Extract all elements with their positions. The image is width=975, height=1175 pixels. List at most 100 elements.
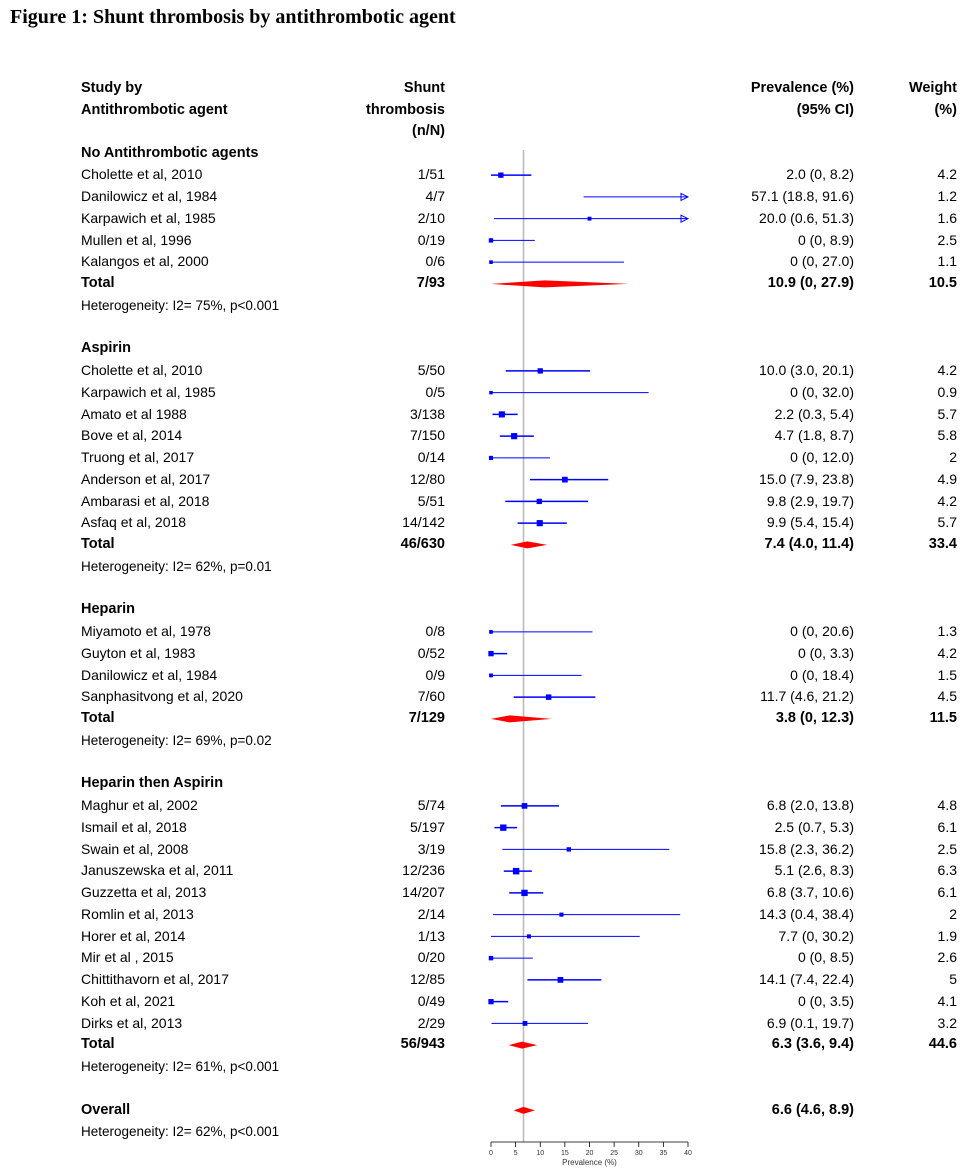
study-label: Romlin et al, 2013	[81, 905, 194, 922]
study-label: Ismail et al, 2018	[81, 818, 187, 835]
overall-row: Overall 6.6 (4.6, 8.9)	[0, 1100, 975, 1122]
events-count: 5/197	[409, 818, 445, 835]
prevalence-ci: 0 (0, 8.5)	[797, 949, 854, 966]
prevalence-ci: 2.2 (0.3, 5.4)	[774, 405, 854, 422]
events-count: 7/60	[417, 688, 445, 705]
weight-value: 11.5	[929, 710, 957, 726]
heterogeneity-text: Heterogeneity: I2= 62%, p=0.01	[81, 558, 272, 574]
events-count: 0/5	[425, 383, 445, 400]
events-count: 1/13	[417, 927, 445, 944]
events-count: 0/14	[417, 449, 445, 465]
events-count: 4/7	[425, 188, 445, 204]
header-n-line-1: Shunt	[403, 80, 445, 96]
study-row: Januszewska et al, 2011 12/236 5.1 (2.6, 8…	[0, 860, 975, 882]
study-row: Sanphasitvong et al, 2020 7/60 11.7 (4.6, …	[0, 686, 975, 708]
prevalence-ci: 57.1 (18.8, 91.6)	[751, 188, 854, 204]
study-row: Danilowicz et al, 1984 0/9 0 (0, 18.4) 1.5	[0, 665, 975, 687]
study-row: Cholette et al, 2010 5/50 10.0 (3.0, 20.1)…	[0, 360, 975, 382]
prevalence-ci: 15.0 (7.9, 23.8)	[759, 470, 854, 487]
events-count: 7/129	[408, 710, 445, 726]
x-tick-label: 0	[489, 1150, 493, 1157]
weight-value: 1.1	[937, 253, 957, 270]
events-count: 46/630	[400, 536, 445, 552]
events-count: 0/19	[417, 231, 445, 248]
weight-value: 3.2	[937, 1014, 957, 1031]
header-n-line-3: (n/N)	[411, 123, 445, 139]
prevalence-ci: 9.9 (5.4, 15.4)	[766, 514, 854, 531]
header-study-line-2: Antithrombotic agent	[81, 101, 228, 118]
study-label: Total	[81, 536, 115, 552]
prevalence-ci: 0 (0, 12.0)	[790, 449, 854, 465]
study-label: Kalangos et al, 2000	[81, 253, 209, 270]
events-count: 7/93	[416, 275, 445, 291]
events-count: 12/236	[402, 862, 445, 879]
weight-value: 4.5	[937, 688, 957, 705]
total-row: Total 7/93 10.9 (0, 27.9) 10.5	[0, 273, 975, 295]
weight-value: 2.6	[937, 949, 957, 966]
weight-value: 4.2	[937, 362, 957, 378]
study-row: Ismail et al, 2018 5/197 2.5 (0.7, 5.3) 6.1	[0, 817, 975, 839]
group-heading: Heparin	[81, 601, 135, 618]
group-row: Heparin then Aspirin	[0, 773, 975, 795]
group-row: No Antithrombotic agents	[0, 143, 975, 165]
study-row: Guyton et al, 1983 0/52 0 (0, 3.3) 4.2	[0, 643, 975, 665]
study-row: Asfaq et al, 2018 14/142 9.9 (5.4, 15.4) 5.…	[0, 512, 975, 534]
events-count: 2/14	[417, 905, 445, 922]
weight-value: 2	[949, 449, 957, 465]
study-label: Swain et al, 2008	[81, 840, 189, 857]
events-count: 0/8	[425, 623, 445, 639]
group-heading: Aspirin	[81, 340, 131, 357]
x-tick-label: 35	[659, 1150, 667, 1157]
events-count: 12/80	[409, 470, 445, 487]
weight-value: 5.7	[937, 514, 957, 531]
prevalence-ci: 7.7 (0, 30.2)	[778, 927, 855, 944]
prevalence-ci: 6.9 (0.1, 19.7)	[766, 1014, 854, 1031]
heterogeneity-text: Heterogeneity: I2= 62%, p<0.001	[81, 1124, 280, 1140]
events-count: 7/150	[409, 427, 445, 444]
study-label: Amato et al 1988	[81, 405, 187, 422]
study-row: Chittithavorn et al, 2017 12/85 14.1 (7.4,…	[0, 969, 975, 991]
x-tick-label: 10	[536, 1150, 544, 1157]
study-label: Miyamoto et al, 1978	[81, 623, 211, 639]
x-tick-label: 20	[586, 1150, 594, 1157]
study-row: Truong et al, 2017 0/14 0 (0, 12.0) 2	[0, 447, 975, 469]
weight-value: 6.1	[937, 884, 957, 900]
weight-value: 6.1	[937, 818, 957, 835]
prevalence-ci: 0 (0, 27.0)	[790, 253, 854, 270]
prevalence-ci: 3.8 (0, 12.3)	[775, 710, 854, 726]
events-count: 1/51	[417, 166, 445, 183]
study-row: Horer et al, 2014 1/13 7.7 (0, 30.2) 1.9	[0, 926, 975, 948]
prevalence-ci: 6.8 (2.0, 13.8)	[766, 797, 854, 813]
study-label: Horer et al, 2014	[81, 927, 186, 944]
study-label: Chittithavorn et al, 2017	[81, 971, 229, 987]
weight-value: 5	[949, 971, 957, 987]
header-study: Study by Antithrombotic agent	[81, 78, 228, 121]
header-weight-line-2: (%)	[934, 101, 957, 118]
study-row: Karpawich et al, 1985 0/5 0 (0, 32.0) 0.9	[0, 382, 975, 404]
study-label: Koh et al, 2021	[81, 992, 176, 1009]
events-count: 12/85	[409, 971, 445, 987]
group-heading: No Antithrombotic agents	[81, 144, 259, 161]
study-label: Dirks et al, 2013	[81, 1014, 183, 1031]
prevalence-ci: 10.9 (0, 27.9)	[767, 275, 854, 291]
weight-value: 10.5	[928, 275, 957, 291]
group-heading: Heparin then Aspirin	[81, 775, 224, 792]
weight-value: 4.2	[937, 166, 957, 183]
study-label: Mullen et al, 1996	[81, 231, 192, 248]
study-label: Asfaq et al, 2018	[81, 514, 187, 531]
events-count: 0/49	[417, 992, 445, 1009]
events-count: 0/52	[417, 644, 445, 661]
study-label: Cholette et al, 2010	[81, 166, 203, 183]
weight-value: 4.8	[937, 797, 957, 813]
prevalence-ci: 4.7 (1.8, 8.7)	[774, 427, 854, 444]
study-row: Amato et al 1988 3/138 2.2 (0.3, 5.4) 5.7	[0, 404, 975, 426]
weight-value: 4.9	[937, 470, 957, 487]
x-tick-label: 15	[561, 1150, 569, 1157]
x-tick-label: 5	[514, 1150, 518, 1157]
study-label: Total	[81, 710, 115, 726]
events-count: 5/74	[417, 797, 445, 813]
study-label: Sanphasitvong et al, 2020	[81, 688, 243, 705]
events-count: 56/943	[400, 1036, 445, 1053]
study-row: Miyamoto et al, 1978 0/8 0 (0, 20.6) 1.3	[0, 621, 975, 643]
prevalence-ci: 5.1 (2.6, 8.3)	[774, 862, 854, 879]
